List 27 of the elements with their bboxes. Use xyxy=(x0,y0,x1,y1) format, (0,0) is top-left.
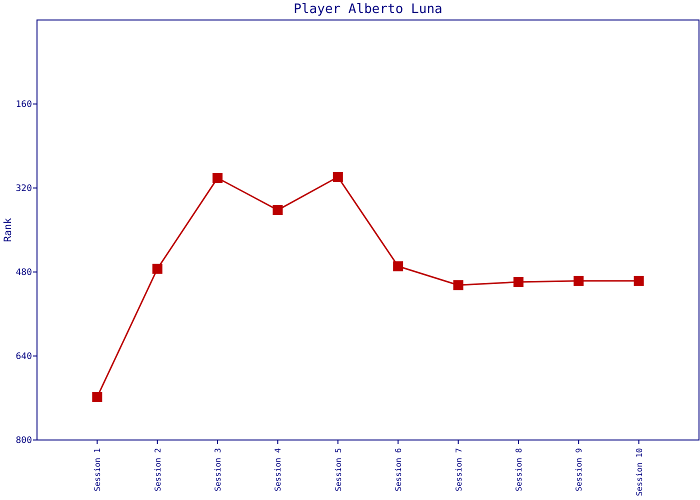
point xyxy=(212,173,223,184)
x-tick-label: Session 3 xyxy=(214,448,223,492)
point xyxy=(272,205,283,216)
point xyxy=(92,392,102,402)
point xyxy=(332,172,343,182)
y-tick-label: 320 xyxy=(16,184,32,194)
y-tick-label: 480 xyxy=(16,268,32,278)
x-tick-label: Session 7 xyxy=(454,448,464,492)
y-tick-label: 160 xyxy=(16,100,32,110)
point xyxy=(453,280,464,290)
x-tick-label: Session 9 xyxy=(574,448,584,492)
x-tick-label: Session 6 xyxy=(394,448,404,492)
chart-title: Player Alberto Luna xyxy=(294,2,442,17)
point xyxy=(393,261,404,272)
x-tick-label: Session 10 xyxy=(634,448,644,496)
x-tick-label: Session 2 xyxy=(153,448,162,492)
y-axis-title: Rank xyxy=(3,218,14,242)
y-tick-label: 800 xyxy=(16,436,32,446)
point xyxy=(152,264,162,274)
point xyxy=(634,276,644,286)
x-tick-label: Session 1 xyxy=(93,448,102,492)
y-tick-label: 640 xyxy=(16,352,32,362)
point xyxy=(574,276,584,286)
x-tick-label: Session 4 xyxy=(274,448,283,492)
x-tick-label: Session 5 xyxy=(334,448,343,492)
x-tick-label: Session 8 xyxy=(514,448,524,492)
point xyxy=(513,276,524,287)
